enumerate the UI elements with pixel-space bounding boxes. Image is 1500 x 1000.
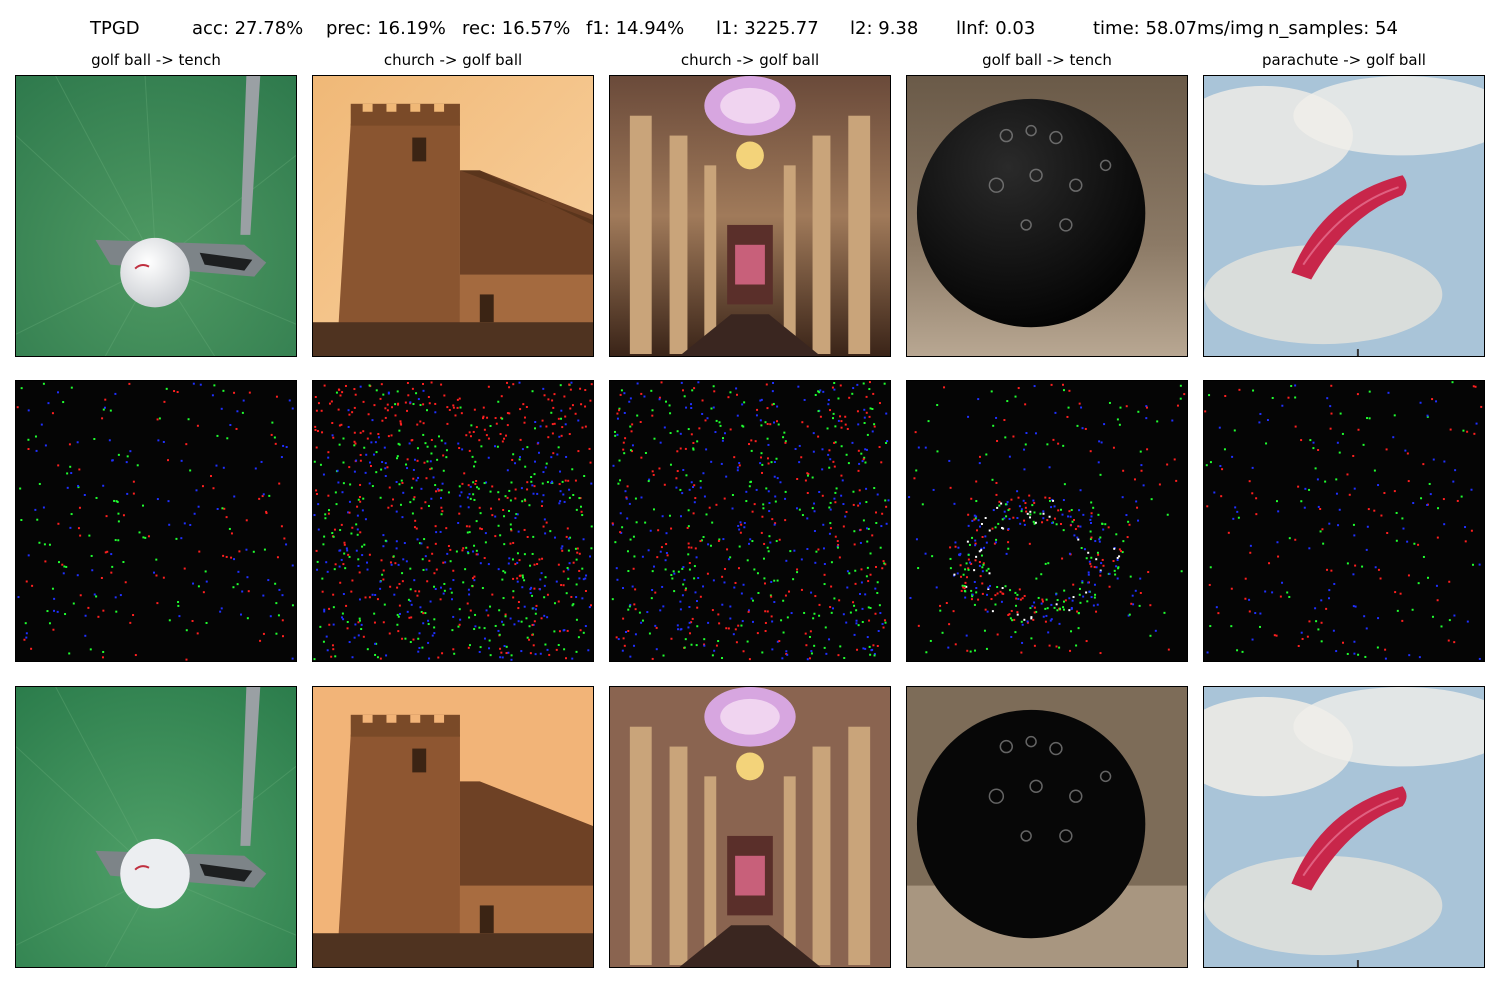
original-paraglider-sky-image — [1203, 75, 1485, 357]
original-church-exterior-image — [312, 75, 594, 357]
metric-rec: rec: 16.57% — [462, 18, 571, 39]
perturbation-paraglider-sky-image — [1203, 380, 1485, 662]
perturbation-church-exterior-image — [312, 380, 594, 662]
metric-linf: lInf: 0.03 — [956, 18, 1036, 39]
original-church-interior-image — [609, 75, 891, 357]
original-golf-putter-image — [15, 75, 297, 357]
metric-f1: f1: 14.94% — [586, 18, 685, 39]
metric-acc: acc: 27.78% — [192, 18, 304, 39]
column-title-4: golf ball -> tench — [982, 51, 1112, 69]
column-title-5: parachute -> golf ball — [1262, 51, 1426, 69]
perturbation-golf-putter-image — [15, 380, 297, 662]
perturbation-church-interior-image — [609, 380, 891, 662]
adversarial-black-golf-ball-image — [906, 686, 1188, 968]
metric-l2: l2: 9.38 — [850, 18, 919, 39]
column-title-2: church -> golf ball — [383, 51, 523, 69]
column-title-3: church -> golf ball — [680, 51, 820, 69]
metric-prec: prec: 16.19% — [326, 18, 446, 39]
adversarial-church-interior-image — [609, 686, 891, 968]
metric-n-samples: n_samples: 54 — [1268, 18, 1398, 39]
adversarial-paraglider-sky-image — [1203, 686, 1485, 968]
metric-time: time: 58.07ms/img — [1093, 18, 1264, 39]
adversarial-golf-putter-image — [15, 686, 297, 968]
metric-l1: l1: 3225.77 — [716, 18, 819, 39]
adversarial-church-exterior-image — [312, 686, 594, 968]
column-title-1: golf ball -> tench — [91, 51, 221, 69]
original-black-golf-ball-image — [906, 75, 1188, 357]
method-name: TPGD — [90, 18, 140, 39]
perturbation-black-golf-ball-image — [906, 380, 1188, 662]
figure-title: TPGD acc: 27.78% prec: 16.19% rec: 16.57… — [90, 16, 1420, 42]
